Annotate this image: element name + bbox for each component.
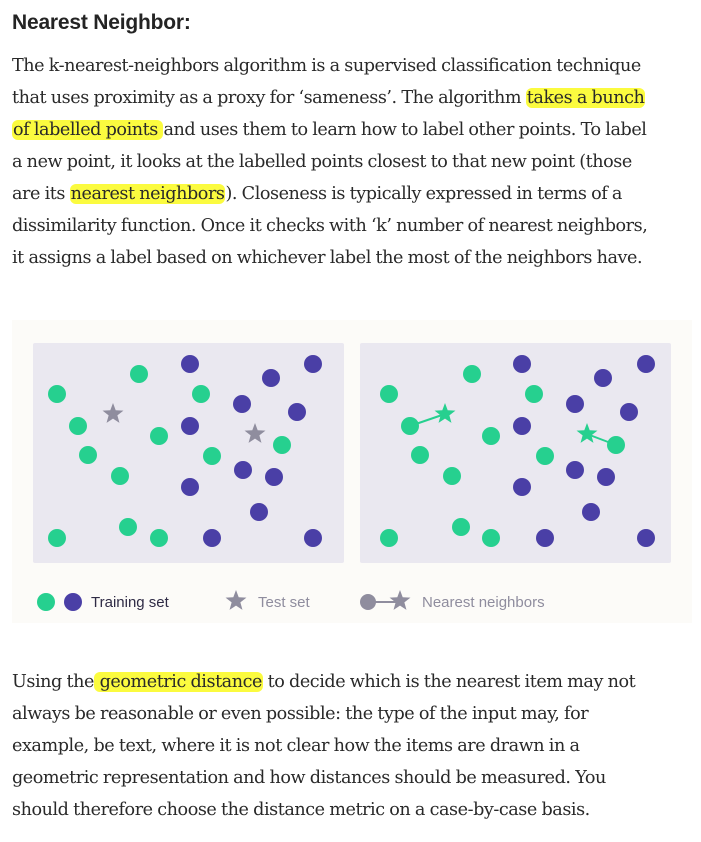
- text-run: dissimilarity function. Once it checks w…: [12, 216, 648, 236]
- text-line: a new point, it looks at the labelled po…: [12, 146, 696, 178]
- legend-purple-dot: [64, 593, 82, 611]
- text-run: it assigns a label based on whichever la…: [12, 248, 643, 268]
- legend-neighbor-star-icon: [389, 590, 411, 610]
- training-point-green: [463, 365, 481, 383]
- text-line: dissimilarity function. Once it checks w…: [12, 210, 696, 242]
- training-point-green: [452, 518, 470, 536]
- training-point-green: [119, 518, 137, 536]
- training-point-green: [150, 427, 168, 445]
- training-point-purple: [203, 529, 221, 547]
- text-line: that uses proximity as a proxy for ‘same…: [12, 82, 696, 114]
- training-point-purple: [582, 503, 600, 521]
- training-point-purple: [597, 468, 615, 486]
- text-line: of labelled points and uses them to lear…: [12, 114, 696, 146]
- training-point-purple: [513, 478, 531, 496]
- training-point-purple: [233, 395, 251, 413]
- training-point-green: [380, 529, 398, 547]
- training-point-green: [411, 446, 429, 464]
- test-point-star-icon: [244, 423, 266, 443]
- text-line: The k-nearest-neighbors algorithm is a s…: [12, 50, 696, 82]
- text-run: example, be text, where it is not clear …: [12, 736, 580, 756]
- training-point-purple: [304, 355, 322, 373]
- training-point-purple: [620, 403, 638, 421]
- legend-training-label: Training set: [91, 594, 170, 611]
- training-point-green: [273, 436, 291, 454]
- training-point-purple: [181, 355, 199, 373]
- test-point-star-icon: [102, 403, 124, 423]
- highlighted-phrase: geometric distance: [93, 672, 263, 692]
- training-point-purple: [262, 369, 280, 387]
- training-point-green: [443, 467, 461, 485]
- training-point-purple: [637, 529, 655, 547]
- text-line: Using the geometric distance to decide w…: [12, 666, 696, 698]
- training-point-green: [69, 417, 87, 435]
- text-line: geometric representation and how distanc…: [12, 762, 696, 794]
- text-run: ). Closeness is typically expressed in t…: [225, 184, 622, 204]
- training-point-green: [607, 436, 625, 454]
- text-run: Using the: [12, 672, 94, 692]
- legend-green-dot: [37, 593, 55, 611]
- knn-illustration: Training set Test set Nearest neighbors: [12, 320, 692, 623]
- classified-point-star-icon: [576, 423, 598, 443]
- training-point-green: [192, 385, 210, 403]
- training-point-purple: [513, 355, 531, 373]
- training-point-purple: [637, 355, 655, 373]
- paragraph-intro: The k-nearest-neighbors algorithm is a s…: [12, 50, 696, 274]
- training-point-green: [482, 427, 500, 445]
- training-point-purple: [181, 417, 199, 435]
- text-run: a new point, it looks at the labelled po…: [12, 152, 632, 172]
- training-point-purple: [566, 461, 584, 479]
- text-line: are its nearest neighbors). Closeness is…: [12, 178, 696, 210]
- training-point-green: [130, 365, 148, 383]
- highlighted-phrase: nearest neighbors: [69, 184, 226, 204]
- text-run: are its: [12, 184, 70, 204]
- text-line: always be reasonable or even possible: t…: [12, 698, 696, 730]
- training-point-green: [525, 385, 543, 403]
- legend-neighbors-label: Nearest neighbors: [422, 594, 545, 611]
- training-point-green: [536, 447, 554, 465]
- text-run: that uses proximity as a proxy for ‘same…: [12, 88, 526, 108]
- section-heading: Nearest Neighbor:: [12, 11, 191, 34]
- training-point-purple: [536, 529, 554, 547]
- legend-test-star-icon: [225, 590, 247, 610]
- training-point-purple: [181, 478, 199, 496]
- text-run: The k-nearest-neighbors algorithm is a s…: [12, 56, 641, 76]
- text-line: example, be text, where it is not clear …: [12, 730, 696, 762]
- text-run: should therefore choose the distance met…: [12, 800, 590, 820]
- text-line: it assigns a label based on whichever la…: [12, 242, 696, 274]
- panel-after: [360, 343, 671, 563]
- highlighted-phrase: of labelled points: [12, 120, 164, 140]
- training-point-green: [48, 385, 66, 403]
- training-point-purple: [265, 468, 283, 486]
- training-point-purple: [288, 403, 306, 421]
- highlighted-phrase: takes a bunch: [525, 88, 646, 108]
- legend-test-label: Test set: [258, 594, 311, 611]
- classified-point-star-icon: [434, 403, 456, 423]
- training-point-purple: [250, 503, 268, 521]
- training-point-green: [150, 529, 168, 547]
- text-run: to decide which is the nearest item may …: [262, 672, 636, 692]
- training-point-purple: [304, 529, 322, 547]
- training-point-green: [401, 417, 419, 435]
- training-point-green: [482, 529, 500, 547]
- training-point-green: [203, 447, 221, 465]
- text-line: should therefore choose the distance met…: [12, 794, 696, 826]
- training-point-green: [111, 467, 129, 485]
- text-run: always be reasonable or even possible: t…: [12, 704, 589, 724]
- text-run: and uses them to learn how to label othe…: [163, 120, 647, 140]
- training-point-purple: [234, 461, 252, 479]
- training-point-green: [48, 529, 66, 547]
- paragraph-distance: Using the geometric distance to decide w…: [12, 666, 696, 826]
- training-point-green: [79, 446, 97, 464]
- training-point-purple: [513, 417, 531, 435]
- training-point-purple: [566, 395, 584, 413]
- knn-diagram: Training set Test set Nearest neighbors: [33, 343, 671, 611]
- training-point-green: [380, 385, 398, 403]
- text-run: geometric representation and how distanc…: [12, 768, 606, 788]
- training-point-purple: [594, 369, 612, 387]
